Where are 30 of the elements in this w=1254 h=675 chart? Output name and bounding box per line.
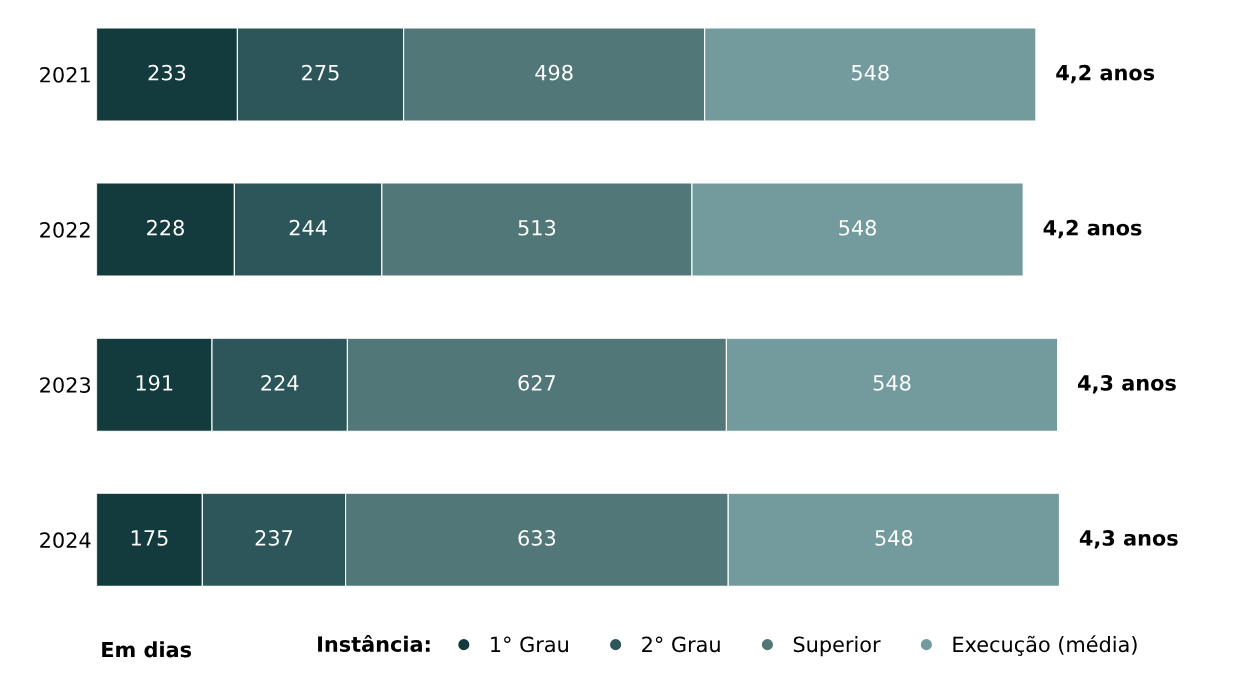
data-label: 237 [255, 530, 293, 546]
data-label: 498 [535, 64, 573, 81]
legend-label: Superior [793, 636, 881, 657]
y-tick-label: 2024 [40, 532, 91, 549]
text: Em dias [102, 641, 192, 658]
legend-title: Instância: [318, 635, 430, 652]
annotation: 4,2 anos [1056, 64, 1155, 84]
data-label: 548 [875, 530, 913, 546]
data-label: 275 [302, 64, 339, 81]
annotation: 4,2 anos [1043, 219, 1142, 239]
data-label: 548 [839, 219, 877, 236]
y-tick-label: 2023 [40, 377, 91, 393]
data-label: 233 [148, 64, 186, 81]
data-label: 513 [518, 219, 556, 236]
legend-label: 1° Grau [491, 636, 568, 653]
data-label: 548 [873, 374, 911, 391]
data-label: 224 [261, 374, 299, 391]
y-tick-label: 2021 [40, 66, 90, 83]
annotation: 4,3 anos [1078, 374, 1176, 394]
legend-label: 2° Grau [642, 636, 720, 653]
annotation: 4,3 anos [1079, 530, 1178, 549]
y-tick-label: 2022 [40, 222, 90, 238]
data-label: 175 [131, 530, 168, 546]
data-label: 633 [518, 530, 556, 546]
data-label: 191 [136, 374, 173, 391]
legend-label: Execução (média) [953, 635, 1137, 656]
data-label: 548 [851, 64, 889, 81]
data-label: 244 [289, 219, 327, 236]
data-label: 627 [518, 374, 555, 391]
data-label: 228 [147, 219, 184, 236]
